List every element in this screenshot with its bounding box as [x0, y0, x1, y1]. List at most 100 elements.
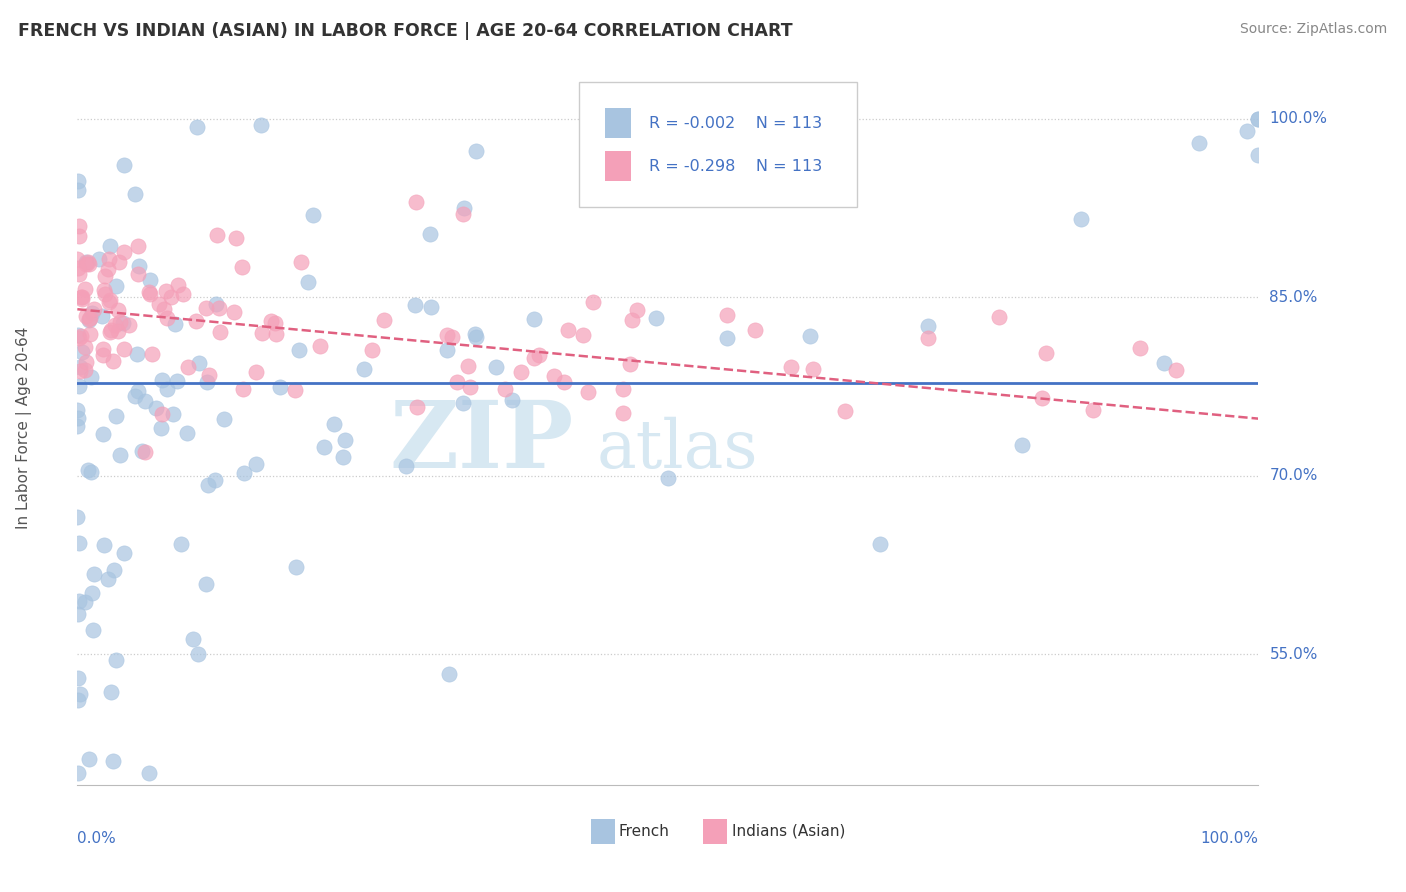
- Point: [644, 310, 666, 325]
- Point: [1129, 341, 1152, 355]
- Point: [716, 331, 738, 345]
- Point: [208, 301, 231, 315]
- Point: [308, 339, 330, 353]
- Point: [222, 304, 245, 318]
- Point: [1247, 112, 1270, 126]
- Point: [404, 298, 426, 312]
- Point: [103, 563, 125, 577]
- Point: [97, 572, 120, 586]
- Point: [205, 227, 228, 242]
- Point: [104, 409, 127, 423]
- Point: [73, 363, 96, 377]
- Point: [70, 290, 93, 304]
- Point: [458, 380, 481, 394]
- Point: [138, 287, 160, 301]
- Point: [138, 766, 160, 780]
- Point: [1236, 124, 1258, 138]
- FancyBboxPatch shape: [579, 82, 856, 207]
- Point: [353, 362, 375, 376]
- Point: [1247, 147, 1270, 161]
- Point: [69, 328, 91, 343]
- Point: [83, 566, 105, 581]
- Point: [419, 227, 441, 241]
- Point: [107, 324, 129, 338]
- Point: [288, 343, 311, 357]
- Point: [465, 145, 488, 159]
- Point: [464, 326, 486, 341]
- Point: [312, 440, 335, 454]
- Point: [69, 364, 91, 378]
- Point: [212, 412, 235, 426]
- Point: [98, 326, 121, 340]
- Point: [405, 195, 427, 210]
- Point: [83, 301, 105, 316]
- Point: [66, 260, 89, 275]
- Point: [98, 293, 121, 307]
- Point: [118, 318, 141, 332]
- Point: [67, 267, 90, 281]
- Point: [204, 473, 226, 487]
- Point: [250, 326, 273, 340]
- Point: [195, 375, 218, 389]
- Point: [97, 294, 120, 309]
- Point: [626, 303, 648, 318]
- Point: [66, 607, 89, 621]
- Point: [138, 285, 160, 299]
- Point: [197, 478, 219, 492]
- Point: [145, 401, 167, 415]
- Point: [166, 374, 188, 388]
- Point: [576, 384, 599, 399]
- Point: [494, 383, 516, 397]
- Bar: [605, 152, 631, 181]
- Point: [77, 254, 100, 268]
- Point: [90, 310, 112, 324]
- Point: [75, 355, 97, 369]
- Point: [77, 312, 100, 326]
- Point: [162, 408, 184, 422]
- Point: [67, 229, 90, 244]
- Point: [155, 310, 177, 325]
- Point: [176, 426, 198, 441]
- Point: [73, 282, 96, 296]
- Text: Source: ZipAtlas.com: Source: ZipAtlas.com: [1240, 22, 1388, 37]
- Point: [148, 297, 170, 311]
- Point: [453, 395, 475, 409]
- Point: [302, 208, 325, 222]
- Point: [128, 259, 150, 273]
- Point: [101, 354, 124, 368]
- Point: [73, 340, 96, 354]
- Point: [77, 752, 100, 766]
- Point: [232, 382, 254, 396]
- Point: [269, 380, 291, 394]
- Point: [453, 201, 475, 215]
- Point: [160, 289, 183, 303]
- Point: [66, 693, 89, 707]
- Point: [69, 593, 91, 607]
- Point: [67, 378, 90, 392]
- Point: [67, 535, 90, 549]
- Point: [79, 310, 101, 325]
- Point: [127, 384, 149, 399]
- Point: [77, 463, 100, 477]
- Point: [1035, 345, 1057, 359]
- Text: 70.0%: 70.0%: [1270, 468, 1317, 483]
- Point: [155, 284, 177, 298]
- Point: [69, 359, 91, 374]
- Point: [170, 537, 193, 551]
- Point: [1188, 136, 1211, 150]
- Point: [406, 400, 429, 414]
- Point: [572, 328, 595, 343]
- Point: [501, 392, 523, 407]
- Point: [260, 314, 283, 328]
- Point: [112, 342, 135, 356]
- Point: [91, 342, 114, 356]
- Point: [93, 538, 115, 552]
- Point: [79, 327, 101, 342]
- Point: [82, 623, 104, 637]
- Point: [110, 315, 132, 329]
- Point: [82, 586, 104, 600]
- Point: [141, 347, 163, 361]
- Point: [98, 252, 121, 266]
- Point: [70, 345, 93, 359]
- Point: [80, 370, 103, 384]
